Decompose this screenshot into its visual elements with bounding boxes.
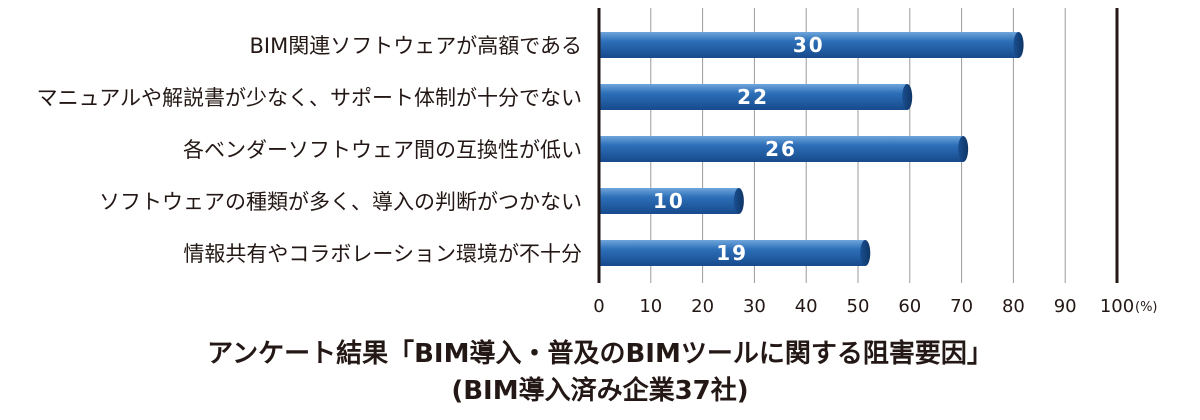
x-tick-label: 70: [950, 296, 973, 317]
x-tick-label: 100: [1100, 296, 1134, 317]
category-label: マニュアルや解説書が少なく、サポート体制が十分でない: [37, 86, 582, 110]
chart-title: アンケート結果「BIM導入・普及のBIMツールに関する阻害要因」: [207, 339, 993, 369]
category-label: BIM関連ソフトウェアが高額である: [249, 34, 582, 58]
category-label: 各ベンダーソフトウェア間の互換性が低い: [183, 138, 582, 162]
bar-value-label: 10: [653, 189, 685, 213]
x-tick-label: 50: [847, 296, 870, 317]
x-tick-label: 30: [743, 296, 766, 317]
bar-end-cap: [958, 136, 969, 162]
bar: [599, 84, 908, 110]
bar: [599, 188, 739, 214]
bar-end-cap: [902, 84, 913, 110]
bar-value-label: 19: [716, 241, 748, 265]
bar-end-cap: [860, 240, 871, 266]
category-label: 情報共有やコラボレーション環境が不十分: [183, 242, 582, 266]
bar-value-label: 30: [793, 33, 825, 57]
bar-chart: 30 BIM関連ソフトウェアが高額である 22 マニュアルや解説書が少なく、サポート体…: [37, 8, 1158, 317]
bar-value-label: 22: [737, 85, 769, 109]
x-tick-label: 10: [639, 296, 662, 317]
category-label: ソフトウェアの種類が多く、導入の判断がつかない: [99, 190, 582, 214]
x-tick-label: 20: [691, 296, 714, 317]
bar-value-label: 26: [765, 137, 797, 161]
bar: [599, 32, 1019, 58]
x-tick-label: 80: [1002, 296, 1025, 317]
bar: [599, 240, 866, 266]
x-tick-label: 0: [593, 296, 604, 317]
bar-end-cap: [733, 188, 744, 214]
chart-subtitle: (BIM導入済み企業37社): [451, 376, 749, 406]
x-tick-label: 40: [795, 296, 818, 317]
bar: [599, 136, 964, 162]
bar-end-cap: [1013, 32, 1024, 58]
x-tick-label: 90: [1054, 296, 1077, 317]
x-tick-label: 60: [898, 296, 921, 317]
x-axis-unit: (%): [1135, 300, 1158, 315]
